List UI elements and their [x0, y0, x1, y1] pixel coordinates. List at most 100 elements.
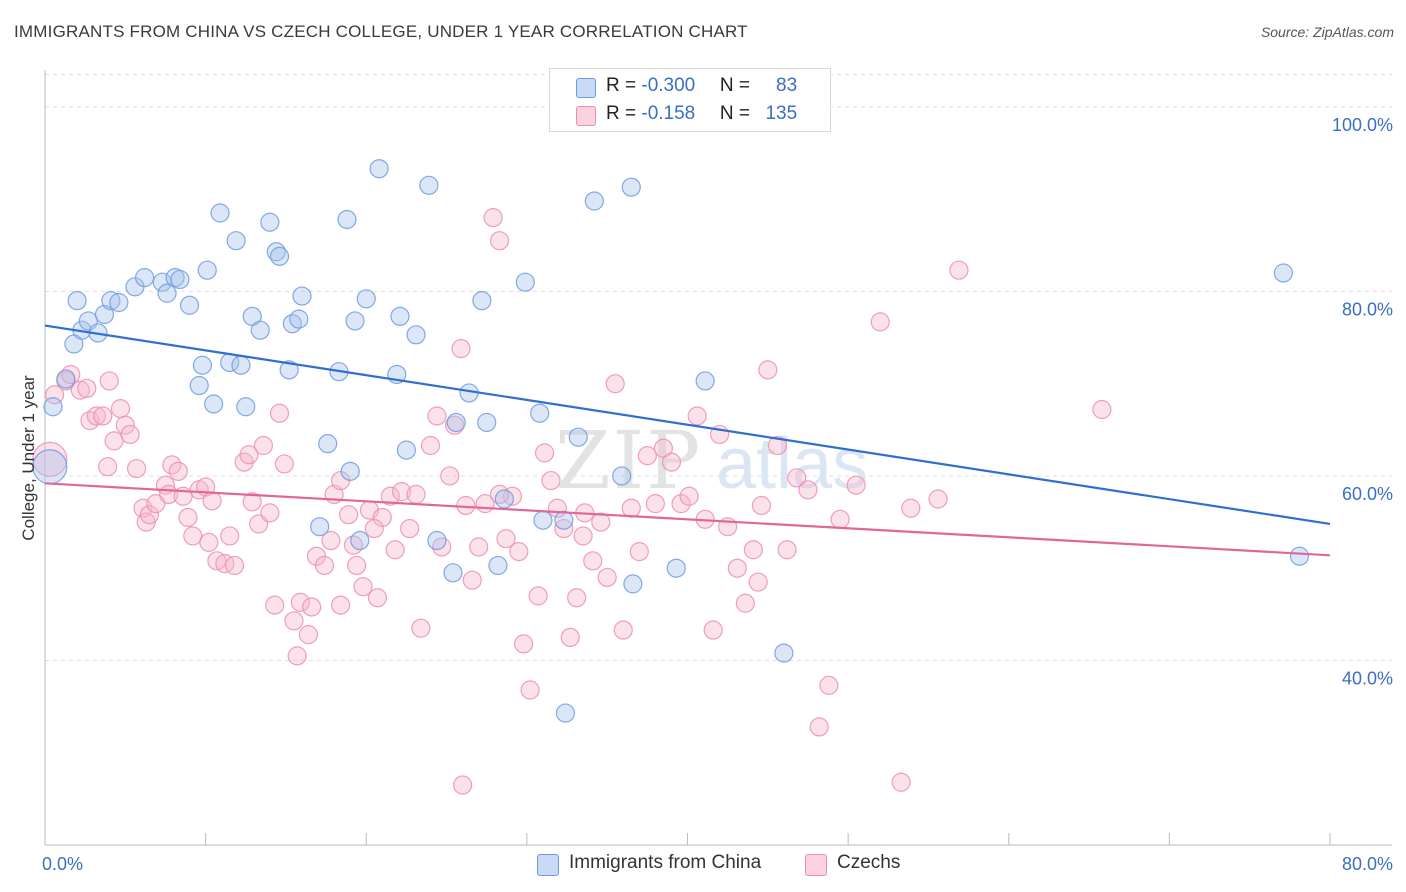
czech-point-74 [483, 208, 503, 228]
czech-point-31 [220, 526, 240, 546]
czech-point-89 [583, 551, 603, 571]
china-point-18 [189, 375, 209, 396]
czech-point-122 [901, 498, 921, 518]
bottom-legend-swatch-china [537, 854, 559, 876]
legend-swatch-china [576, 78, 596, 98]
czech-point-114 [787, 468, 807, 488]
czech-point-41 [274, 454, 294, 474]
china-point-14 [157, 283, 177, 303]
legend-n-value-czech: 135 [765, 103, 798, 124]
czech-point-72 [469, 537, 489, 557]
czech-point-109 [743, 540, 763, 560]
czech-point-104 [703, 620, 723, 640]
china-point-4 [67, 291, 87, 311]
czech-point-30 [215, 554, 235, 574]
china-point-72 [1273, 263, 1294, 283]
czech-point-99 [661, 452, 682, 472]
czech-point-110 [751, 495, 771, 516]
y-tick-label-60: 60.0% [1342, 484, 1393, 504]
czech-point-42 [284, 611, 304, 631]
china-point-17 [179, 295, 200, 315]
czech-point-44 [298, 625, 319, 645]
czech-point-87 [567, 588, 587, 608]
china-point-21 [204, 394, 224, 414]
china-point-49 [419, 175, 439, 195]
czech-point-118 [830, 509, 850, 529]
china-point-35 [292, 286, 312, 306]
china-point-44 [369, 159, 389, 179]
china-point-52 [446, 412, 466, 433]
czech-point-43 [290, 592, 310, 612]
china-point-20 [197, 260, 217, 280]
czech-point-82 [534, 443, 555, 463]
czech-point-11 [110, 399, 131, 419]
china-point-57 [494, 489, 514, 509]
china-point-32 [279, 360, 299, 380]
czech-point-45 [302, 597, 322, 617]
china-point-37 [318, 434, 338, 454]
china-point-39 [337, 209, 357, 230]
china-point-40 [340, 461, 360, 481]
czech-point-14 [126, 458, 147, 479]
china-point-66 [621, 177, 641, 197]
czech-point-107 [727, 558, 747, 578]
y-tick-label-40: 40.0% [1342, 668, 1393, 688]
czech-point-57 [372, 507, 392, 528]
czech-point-63 [411, 618, 431, 638]
china-point-70 [774, 643, 794, 663]
watermark-zip: ZIP [555, 414, 702, 507]
czech-point-67 [440, 466, 460, 486]
china-point-19 [192, 355, 213, 375]
source-label: Source: ZipAtlas.com [1260, 24, 1394, 40]
legend-row-czech: R = -0.158 N = 135 [550, 101, 830, 129]
czech-point-96 [637, 446, 657, 466]
china-point-29 [260, 212, 280, 232]
y-tick-label-100: 100.0% [1332, 115, 1393, 135]
czech-point-22 [168, 461, 188, 481]
x-tick-label-max: 80.0% [1342, 854, 1393, 874]
czech-points [32, 208, 1112, 795]
tick-labels: 100.0% 80.0% 60.0% 40.0% 0.0% 80.0% [42, 115, 1393, 874]
china-point-55 [477, 412, 497, 433]
czech-point-8 [93, 406, 113, 426]
china-point-12 [134, 267, 155, 288]
czech-point-60 [391, 482, 412, 502]
czech-point-90 [591, 512, 611, 532]
china-point-56 [488, 555, 508, 576]
czech-point-92 [605, 374, 625, 394]
czech-point-71 [462, 570, 482, 590]
legend-r-label: R = [606, 75, 642, 96]
china-point-46 [390, 306, 410, 326]
czech-point-5 [77, 378, 97, 398]
china-point-61 [554, 510, 574, 530]
czech-point-112 [767, 435, 788, 456]
czech-point-132 [573, 526, 593, 546]
china-point-41 [345, 311, 365, 331]
czech-point-115 [798, 480, 818, 500]
x-tick-label-min: 0.0% [42, 854, 83, 874]
czech-point-9 [98, 457, 118, 477]
china-point-67 [623, 574, 643, 594]
china-point-24 [226, 231, 246, 251]
legend-text-czech: R = -0.158 N = 135 [606, 103, 797, 125]
czech-point-94 [621, 498, 641, 518]
czech-point-54 [353, 577, 373, 597]
czech-point-123 [928, 489, 948, 509]
watermark: ZIP atlas [555, 414, 868, 507]
china-point-69 [695, 371, 715, 391]
czech-point-121 [891, 772, 911, 792]
china-point-1 [43, 397, 63, 417]
czech-point-0 [32, 441, 68, 477]
czech-point-62 [406, 484, 426, 505]
czech-point-13 [120, 424, 140, 445]
legend-n-label: N = [719, 75, 756, 96]
czech-point-78 [509, 542, 529, 562]
legend-r-label: R = [606, 103, 642, 124]
china-point-68 [666, 558, 686, 578]
czech-point-61 [400, 518, 420, 539]
chart-title: IMMIGRANTS FROM CHINA VS CZECH COLLEGE, … [14, 22, 748, 41]
bottom-legend-label-czech: Czechs [837, 852, 901, 873]
czech-point-64 [420, 435, 441, 456]
czech-point-85 [554, 518, 574, 539]
